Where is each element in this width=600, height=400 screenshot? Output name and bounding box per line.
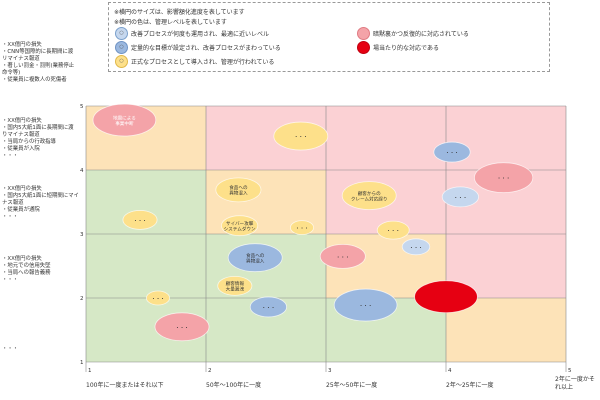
risk-bubble-14: [217, 275, 253, 296]
x-tick-label-2: 2: [208, 368, 212, 374]
legend-label-implicit: 暗黙裏かつ反復的に対応されている: [373, 31, 469, 38]
risk-bubble-13: [319, 243, 366, 269]
legend-marker-adhoc: [357, 41, 370, 54]
risk-bubble-label-6: 顧客からのクレーム対応誤り: [351, 190, 388, 203]
risk-bubble-label-12: 食品への異物混入: [246, 252, 265, 265]
legend-note-color: ※横円の色は、管理レベルを表しています: [114, 19, 227, 26]
legend-label-adhoc: 場当たり的な対応である: [373, 45, 439, 52]
risk-bubble-10: [376, 220, 410, 240]
risk-bubble-16: [333, 288, 398, 322]
y-category-level-5: ・XX億円の損失 ・CNN等国際的に長期間に渡 リマイナス報道 ・著しい罰金・罰則(…: [2, 42, 75, 83]
legend-label-optimized: 改善プロセスが何度も運用され、最適に近いレベル: [131, 31, 270, 38]
y-tick-label-2: 2: [80, 296, 84, 302]
risk-bubble-8: [221, 215, 259, 237]
risk-bubble-label-0: 地震による事業中断: [113, 114, 136, 127]
x-tick-label-1: 1: [88, 368, 92, 374]
legend-box: ※横円のサイズは、影響額化進度を表しています ※横円の色は、管理レベルを表してい…: [108, 2, 550, 72]
risk-bubble-17: [145, 290, 170, 306]
risk-bubble-12: [227, 243, 283, 273]
risk-bubble-2: [433, 141, 471, 163]
x-category-2: 50年～100年に一度: [206, 382, 262, 389]
risk-bubble-0: [92, 103, 157, 137]
risk-bubble-label-7: ・・・: [133, 219, 147, 224]
x-category-3: 25年～50年に一度: [326, 382, 378, 389]
x-tick-label-5: 5: [568, 368, 572, 374]
risk-bubble-label-3: ・・・: [497, 177, 511, 182]
x-category-1: 100年に一度またはそれ以下: [86, 382, 164, 389]
risk-bubble-label-5: 食品への異物混入: [229, 184, 248, 197]
risk-bubble-18: [249, 296, 287, 318]
legend-label-formal: 正式なプロセスとして導入され、管理が行われている: [131, 59, 275, 66]
legend-note-size: ※横円のサイズは、影響額化進度を表しています: [114, 9, 245, 16]
risk-bubble-11: [401, 238, 431, 256]
y-category-level-1: ・・・: [2, 346, 19, 352]
y-tick-label-4: 4: [80, 168, 84, 174]
x-category-4: 2年～25年に一度: [446, 382, 494, 389]
risk-bubble-label-19: ・・・: [175, 326, 189, 331]
risk-bubble-19: [154, 312, 210, 342]
legend-marker-implicit: [357, 27, 370, 40]
risk-bubble-15: [414, 280, 478, 314]
zone-cell-3: [446, 106, 566, 170]
y-tick-label-5: 5: [80, 104, 84, 110]
risk-bubble-label-2: ・・・: [445, 151, 459, 156]
y-tick-label-1: 1: [80, 360, 84, 366]
legend-label-quantitative: 定量的な目標が設定され、改善プロセスがまわっている: [131, 45, 281, 52]
risk-bubble-label-1: ・・・: [294, 135, 308, 140]
y-tick-label-3: 3: [80, 232, 84, 238]
risk-bubble-label-9: ・・・: [295, 227, 309, 232]
zone-cell-8: [86, 234, 206, 298]
y-category-level-2: ・XX億円の損失 ・地元での信用失墜 ・当局への報告義務 ・・・: [2, 256, 51, 283]
risk-bubble-4: [441, 186, 479, 208]
risk-bubble-1: [273, 121, 329, 151]
risk-bubble-label-8: サイバー攻撃システムダウン: [224, 220, 256, 233]
risk-bubble-9: [289, 220, 314, 236]
risk-bubble-label-18: ・・・: [262, 306, 276, 311]
risk-bubble-label-11: ・・・: [409, 246, 423, 251]
legend-marker-optimized: ○: [115, 27, 128, 40]
risk-bubble-label-10: ・・・: [386, 229, 400, 234]
x-tick-label-4: 4: [448, 368, 452, 374]
risk-bubble-3: [473, 162, 534, 194]
y-category-level-4: ・XX億円の損失 ・国内5大紙1面に長期間に渡 りマイナス報道 ・当局からの行政指導…: [2, 118, 74, 159]
risk-bubble-7: [122, 210, 158, 230]
risk-bubble-label-16: ・・・: [359, 304, 373, 309]
risk-bubble-label-13: ・・・: [336, 255, 350, 260]
risk-bubble-6: [341, 181, 397, 211]
legend-marker-formal: ○: [115, 55, 128, 68]
risk-bubble-label-14: 顧客情報大量漏洩: [226, 280, 245, 293]
risk-bubble-label-17: ・・・: [151, 297, 165, 302]
risk-bubble-label-4: ・・・: [454, 196, 468, 201]
zone-cell-2: [326, 106, 446, 170]
x-tick-label-3: 3: [328, 368, 332, 374]
x-category-5: 2年に一度かそれ以上: [555, 376, 595, 391]
legend-marker-quantitative: ○: [115, 41, 128, 54]
risk-bubble-5: [215, 177, 262, 203]
y-category-level-3: ・XX億円の損失 ・国内5大紙1面に短期間にマイ ナス報道 ・従業員が通院 ・・・: [2, 186, 79, 220]
